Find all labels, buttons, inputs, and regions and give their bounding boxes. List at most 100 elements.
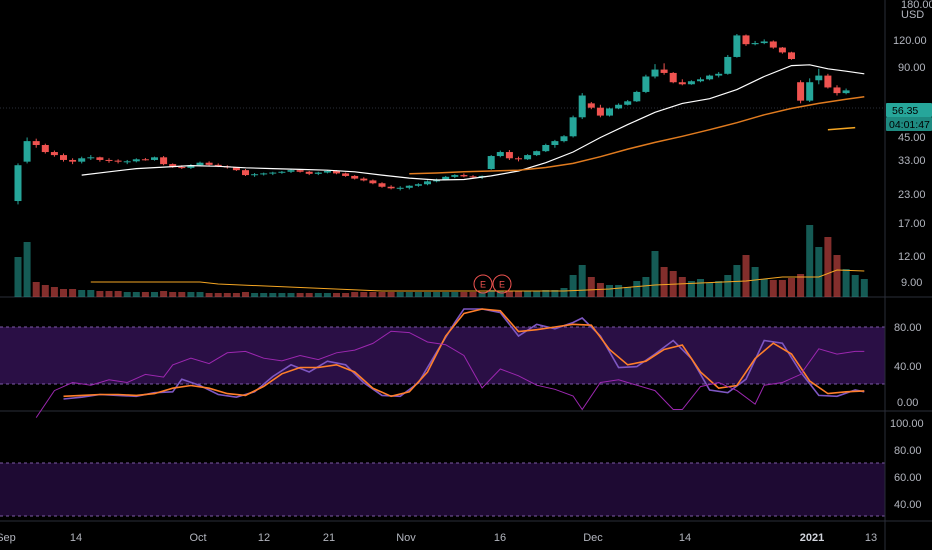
volume-bar xyxy=(751,267,759,297)
earnings-marker-label: E xyxy=(480,280,486,290)
price-axis-label: 180.00 xyxy=(901,0,932,11)
volume-bar xyxy=(287,293,295,297)
earnings-marker[interactable]: E xyxy=(492,274,512,294)
volume-bar xyxy=(606,285,613,297)
candle-body xyxy=(451,175,459,177)
volume-bar xyxy=(587,277,595,297)
candle-body xyxy=(587,103,595,108)
rsi-pane[interactable] xyxy=(0,462,885,517)
volume-bar xyxy=(114,291,122,297)
time-axis-label: Sep xyxy=(0,532,16,544)
volume-bar xyxy=(178,292,186,297)
time-axis-label: 13 xyxy=(865,532,877,544)
volume-bar xyxy=(487,290,495,297)
candle-body xyxy=(396,187,404,189)
volume-bar xyxy=(533,291,541,297)
candle-body xyxy=(87,157,95,159)
candle-body xyxy=(615,104,623,109)
candle-body xyxy=(624,101,632,105)
volume-bar xyxy=(678,277,686,297)
volume-bar xyxy=(542,290,550,297)
candle-body xyxy=(278,171,286,173)
time-axis-label: 14 xyxy=(70,532,82,544)
candle-body xyxy=(196,162,204,166)
volume-bar xyxy=(196,292,204,297)
ma-fast-line xyxy=(81,64,865,181)
candle-body xyxy=(706,75,714,80)
volume-bar xyxy=(60,289,67,297)
volume-bar xyxy=(569,275,577,297)
volume-bar xyxy=(697,279,704,297)
candle-body xyxy=(314,172,322,174)
volume-bar xyxy=(469,292,477,297)
volume-bar xyxy=(788,278,795,297)
candle-body xyxy=(524,155,532,160)
stochastic-pane[interactable] xyxy=(0,326,885,385)
volume-bar xyxy=(205,293,213,297)
candle-body xyxy=(105,159,113,161)
rsi-axis[interactable]: 100.00 80.00 60.00 40.00 xyxy=(890,418,924,511)
volume-bar xyxy=(496,291,504,297)
earnings-marker[interactable]: E xyxy=(473,274,493,294)
candle-body xyxy=(96,157,104,160)
volume-bar xyxy=(378,292,386,297)
candle-body xyxy=(296,170,304,172)
candle-body xyxy=(242,170,249,176)
volume-bar xyxy=(860,279,868,297)
candle-body xyxy=(32,141,40,146)
price-axis-label: 12.00 xyxy=(898,251,926,263)
candle-body xyxy=(633,91,641,102)
volume-bar xyxy=(424,292,431,297)
candle-body xyxy=(533,151,541,156)
candle-body xyxy=(333,170,340,174)
candle-body xyxy=(305,171,313,174)
rsi-band xyxy=(0,463,885,516)
stoch-axis-label: 80.00 xyxy=(894,322,922,334)
candle-body xyxy=(551,141,559,146)
candle-body xyxy=(542,145,550,152)
volume-bar xyxy=(41,285,49,297)
candle-body xyxy=(41,145,49,153)
volume-bar xyxy=(596,283,604,297)
stochastic-axis[interactable]: 80.00 40.00 0.00 xyxy=(894,322,922,409)
candle-body xyxy=(678,82,686,85)
time-axis-label: Nov xyxy=(396,532,416,544)
volume-bar xyxy=(642,277,650,297)
volume-bar xyxy=(105,291,113,297)
candle-body xyxy=(442,176,450,180)
volume-bar xyxy=(14,257,22,297)
time-axis-label: 16 xyxy=(494,532,506,544)
volume-bar xyxy=(151,292,158,297)
stoch-axis-label: 0.00 xyxy=(897,397,918,409)
candle-body xyxy=(697,79,704,82)
candle-body xyxy=(487,156,495,169)
candle-body xyxy=(387,186,395,189)
price-axis-label: 33.00 xyxy=(898,155,926,167)
time-axis[interactable]: Sep 14 Oct 12 21 Nov 16 Dec 14 2021 13 xyxy=(0,532,877,544)
volume-bar xyxy=(515,291,522,297)
candle-body xyxy=(560,136,568,142)
volume-bar xyxy=(633,281,641,297)
time-axis-label: 2021 xyxy=(800,532,824,544)
price-axis[interactable]: 180.00 USD 120.00 90.00 45.00 33.00 23.0… xyxy=(893,0,932,289)
candle-body xyxy=(405,185,413,188)
volume-bar xyxy=(369,292,377,297)
volume-bar xyxy=(742,255,750,297)
candle-body xyxy=(151,157,158,160)
candle-body xyxy=(50,152,58,156)
candles xyxy=(14,33,850,205)
candle-body xyxy=(578,95,586,118)
rsi-axis-label: 100.00 xyxy=(890,418,924,430)
candle-body xyxy=(515,158,522,160)
candle-body xyxy=(606,108,613,116)
volume-ma-line xyxy=(90,269,865,292)
candle-body xyxy=(123,161,131,163)
price-pane[interactable] xyxy=(0,0,885,297)
candle-body xyxy=(469,176,477,178)
candle-body xyxy=(788,52,795,60)
volume-bars xyxy=(14,225,868,297)
volume-bar xyxy=(50,287,58,297)
rsi-axis-label: 60.00 xyxy=(894,472,922,484)
candle-body xyxy=(569,117,577,137)
